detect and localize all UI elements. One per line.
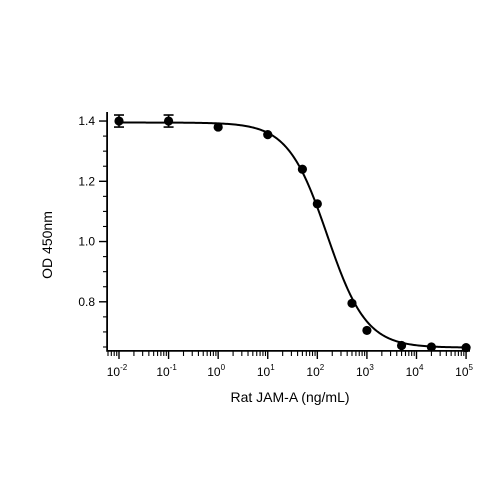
data-point (213, 122, 223, 132)
data-points-layer (113, 114, 471, 353)
x-tick-label: 10-2 (107, 363, 128, 379)
x-tick-label: 104 (406, 363, 424, 379)
x-tick-label: 10-1 (156, 363, 177, 379)
x-tick-label: 102 (306, 363, 324, 379)
fit-curve (119, 121, 467, 349)
x-axis-label: Rat JAM-A (ng/mL) (230, 389, 349, 405)
y-tick-label: 0.8 (78, 295, 95, 309)
y-tick-label: 1.0 (78, 235, 95, 249)
fit-curve-layer (119, 121, 467, 349)
x-tick-label: 100 (207, 363, 225, 379)
data-point (297, 164, 308, 174)
data-point (163, 116, 174, 126)
data-point (114, 116, 124, 126)
x-tick-label: 105 (455, 363, 473, 379)
data-point (396, 340, 407, 351)
data-point (263, 129, 273, 140)
y-tick-label: 1.2 (78, 174, 95, 188)
x-tick-label: 101 (257, 363, 275, 379)
data-point (347, 298, 357, 308)
data-point (461, 342, 471, 353)
y-tick-label: 1.4 (78, 114, 95, 128)
y-axis-label: OD 450nm (39, 211, 55, 279)
x-tick-label: 103 (356, 363, 374, 379)
axes: 10-2 10-1 100 101 102 103 104 105 0.8 1.0 1.2 1.4 (78, 112, 474, 379)
data-point (426, 342, 437, 352)
data-point (362, 325, 372, 336)
data-point (312, 199, 322, 209)
